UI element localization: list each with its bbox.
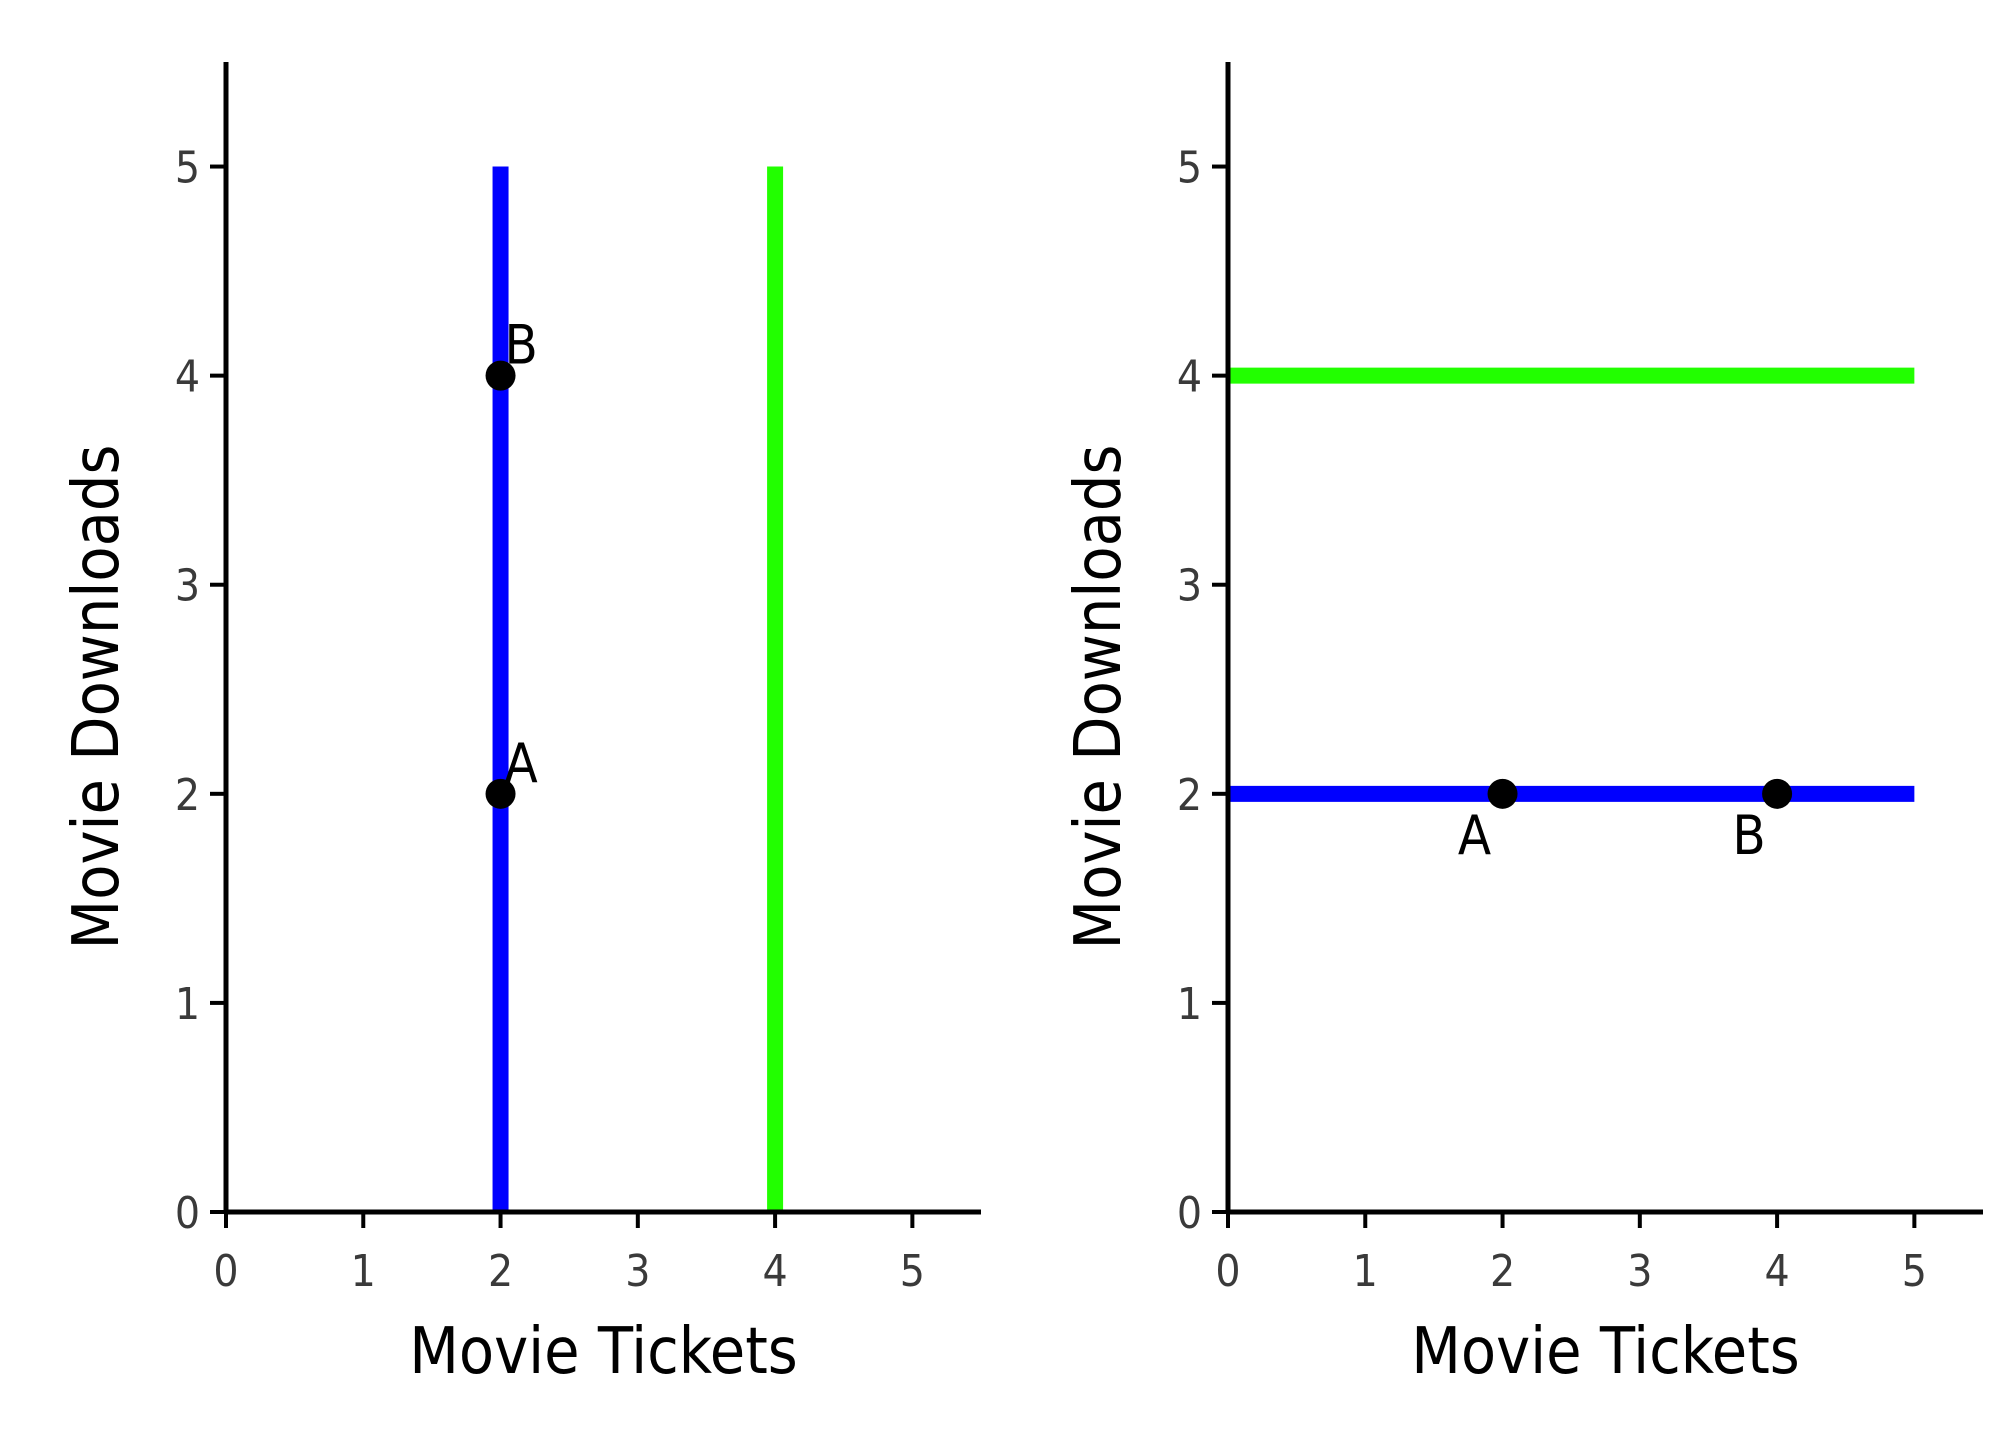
- x-axis-title: Movie Tickets: [1411, 1315, 1800, 1389]
- point-label: A: [1458, 804, 1491, 867]
- y-tick-label: 2: [175, 770, 200, 821]
- y-tick-label: 3: [1177, 561, 1202, 612]
- x-tick-label: 5: [900, 1246, 925, 1297]
- y-axis-title: Movie Downloads: [1062, 445, 1136, 950]
- x-tick-label: 5: [1902, 1246, 1927, 1297]
- x-tick-label: 3: [1627, 1246, 1652, 1297]
- x-tick-label: 4: [762, 1246, 787, 1297]
- x-tick-label: 0: [1215, 1246, 1240, 1297]
- x-tick-label: 1: [1353, 1246, 1378, 1297]
- chart-panel-1: 0 1 2 3 4 5 0 1 2 3 4 5 A B Movie Tickets Movie Downloa…: [60, 62, 981, 1389]
- x-tick-label: 4: [1764, 1246, 1789, 1297]
- point-label: B: [505, 314, 538, 377]
- y-tick-label: 5: [1177, 143, 1202, 194]
- y-tick-label: 4: [175, 352, 200, 403]
- point-a-marker: [485, 778, 516, 809]
- x-tick-label: 0: [213, 1246, 238, 1297]
- chart-panel-2: 0 1 2 3 4 5 0 1 2 3 4 5 A B Movie Tickets Movie Downloa…: [1062, 62, 1983, 1389]
- y-tick-label: 1: [175, 979, 200, 1030]
- x-axis-title: Movie Tickets: [409, 1315, 798, 1389]
- y-tick-label: 1: [1177, 979, 1202, 1030]
- y-tick-label: 2: [1177, 770, 1202, 821]
- point-label: B: [1732, 804, 1765, 867]
- point-label: A: [505, 732, 538, 795]
- x-tick-label: 3: [625, 1246, 650, 1297]
- y-tick-label: 4: [1177, 352, 1202, 403]
- y-tick-label: 0: [1177, 1188, 1202, 1239]
- y-tick-label: 0: [175, 1188, 200, 1239]
- x-tick-label: 1: [351, 1246, 376, 1297]
- y-axis-title: Movie Downloads: [60, 445, 134, 950]
- point-a-marker: [1487, 778, 1518, 809]
- x-tick-label: 2: [1490, 1246, 1515, 1297]
- y-tick-label: 3: [175, 561, 200, 612]
- point-b-marker: [485, 360, 516, 391]
- point-b-marker: [1762, 778, 1793, 809]
- y-tick-label: 5: [175, 143, 200, 194]
- x-tick-label: 2: [488, 1246, 513, 1297]
